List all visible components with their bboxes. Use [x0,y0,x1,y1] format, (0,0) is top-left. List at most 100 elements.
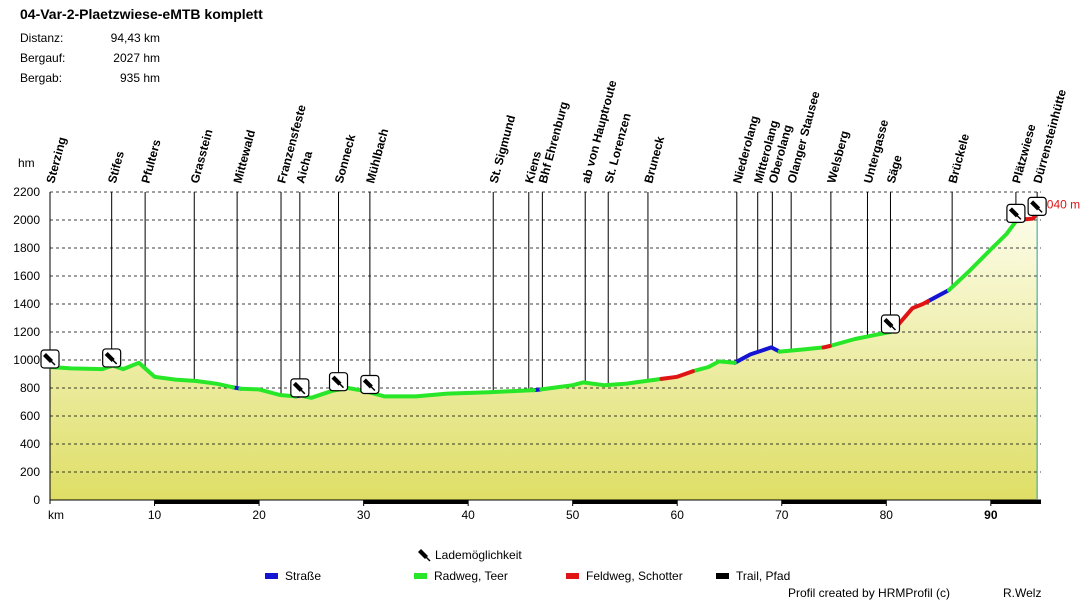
x-tick-label: 60 [671,508,685,522]
footer: Profil created by HRMProfil (c) [788,586,950,600]
y-axis-label: hm [18,156,35,170]
profile-fill [692,360,736,501]
waypoint-label: Mühlbach [363,127,391,185]
charging-icon [40,349,60,369]
profile-fill [533,388,542,501]
charging-icon [328,372,349,392]
chart-title: 04-Var-2-Plaetzwiese-eMTB komplett [20,6,263,22]
legend-label: Trail, Pfad [736,569,790,583]
x-tick-label: 90 [984,508,998,522]
y-tick-label: 1600 [13,269,40,283]
waypoint-label: St. Sigmund [487,114,519,185]
profile-fill [540,378,663,501]
profile-fill [295,395,302,501]
legend-swatch [414,573,427,579]
plug-cord [50,360,56,366]
waypoint-label: Brückele [946,132,973,185]
y-tick-label: 2200 [13,185,40,199]
y-tick-label: 200 [20,465,40,479]
x-axis-label: km [48,508,64,522]
km-band [990,500,1041,504]
profile-line [659,212,1040,381]
waypoint-label: Dürrensteinhütte [1031,87,1070,184]
charging-icon [880,314,901,334]
y-tick-label: 1800 [13,241,40,255]
legend-label: Radweg, Teer [434,569,508,583]
author: R.Welz [1003,586,1041,600]
km-band [154,500,260,504]
plug-glyph [362,378,373,389]
legend-swatch [566,573,579,579]
stat-value: 94,43 km [111,31,160,45]
legend-label: Straße [285,569,321,583]
y-tick-label: 0 [33,493,40,507]
km-band [363,500,469,504]
charging-icon [1006,203,1026,223]
y-tick-label: 400 [20,437,40,451]
plug-cord [338,383,345,389]
plug-glyph [292,381,303,392]
waypoint-label: Säge [884,153,905,185]
plug-cord [112,359,118,365]
stat-value: 935 hm [120,71,160,85]
stat-value: 2027 hm [113,51,160,65]
plug-glyph [1008,207,1019,218]
profile-fill [927,289,950,501]
profile-fill [896,300,929,501]
end-label: 2040 m [1040,197,1080,211]
waypoint-label: Mittewald [230,128,258,184]
plug-glyph [104,351,115,362]
plug-cord [1016,214,1022,220]
plug-glyph [418,549,428,559]
charging-icon [102,348,122,368]
plug-cord [1037,207,1043,213]
y-tick-label: 2000 [13,213,40,227]
x-tick-label: 30 [357,508,371,522]
y-tick-label: 1200 [13,325,40,339]
profile-fill [734,346,781,501]
plug-cord [370,385,376,392]
waypoint-label: Bruneck [641,134,667,184]
waypoint-label: Sterzing [43,135,69,184]
charging-icon [1027,196,1047,216]
waypoint-label: Pfulters [139,138,164,185]
plug-cord [300,389,306,395]
y-tick-label: 1400 [13,297,40,311]
legend-charging [418,549,431,562]
profile-fill [779,346,825,501]
x-tick-label: 20 [252,508,266,522]
waypoint-label: Bhf Ehrenburg [536,100,571,185]
km-band [572,500,678,504]
y-tick-label: 600 [20,409,40,423]
x-tick-label: 70 [775,508,789,522]
x-tick-label: 50 [566,508,580,522]
legend-swatch [716,573,729,579]
waypoint-label: Welsberg [824,129,851,185]
legend-swatch [265,573,278,579]
x-tick-label: 10 [148,508,162,522]
stat-label: Bergab: [20,71,62,85]
plug-glyph [43,353,53,363]
y-tick-label: 1000 [13,353,40,367]
y-tick-label: 800 [20,381,40,395]
plug-glyph [1030,200,1041,211]
charging-icon [360,374,380,395]
x-tick-label: 80 [880,508,894,522]
waypoint-label: Stifes [105,149,127,185]
x-tick-label: 40 [461,508,475,522]
profile-fill [661,370,694,501]
plug-cord [890,325,896,331]
stat-label: Bergauf: [20,51,65,65]
km-band [781,500,887,504]
plug-glyph [331,375,342,386]
waypoint-label: Aicha [293,149,315,185]
profile-fill [829,325,898,501]
stat-label: Distanz: [20,31,63,45]
profile-fill [823,345,831,501]
plug-glyph [883,318,894,328]
charging-icon [290,378,310,398]
legend-label: Feldweg, Schotter [586,569,683,583]
plug-cord [425,556,431,562]
waypoint-label: Grasstein [188,128,216,185]
